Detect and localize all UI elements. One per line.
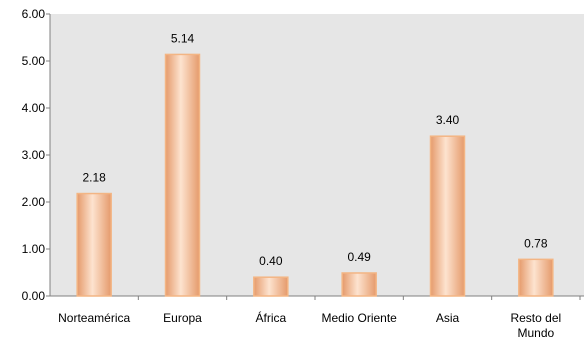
- y-tick-label: 4.00: [22, 101, 46, 115]
- data-label: 5.14: [171, 31, 195, 45]
- x-tick-label-line: Medio Oriente: [321, 311, 397, 325]
- y-tick-label: 3.00: [22, 148, 46, 162]
- x-tick-label-line: Europa: [163, 311, 202, 325]
- bar: [166, 54, 200, 296]
- y-tick-label: 6.00: [22, 7, 46, 21]
- bar: [254, 277, 288, 296]
- data-label: 2.18: [82, 171, 106, 185]
- x-tick-label: Europa: [163, 311, 202, 325]
- x-tick-label-line: África: [255, 310, 286, 325]
- y-tick-label: 0.00: [22, 289, 46, 303]
- category-labels: Norteamérica Europa África Medio Oriente Asi…: [58, 310, 561, 340]
- bar: [519, 259, 553, 296]
- bar: [342, 273, 376, 296]
- data-label: 0.49: [347, 250, 371, 264]
- y-axis: 0.00 1.00 2.00 3.00 4.00 5.00 6.00: [22, 7, 50, 303]
- data-label: 0.40: [259, 254, 283, 268]
- x-axis: [50, 296, 584, 300]
- x-tick-label-line: Asia: [436, 311, 460, 325]
- x-tick-label: Norteamérica: [58, 311, 130, 325]
- x-tick-label: Asia: [436, 311, 460, 325]
- y-tick-label: 1.00: [22, 242, 46, 256]
- y-tick-label: 5.00: [22, 54, 46, 68]
- data-label: 3.40: [436, 113, 460, 127]
- x-tick-label-line: Norteamérica: [58, 311, 130, 325]
- bar: [431, 136, 465, 296]
- x-tick-label: Resto del Mundo: [510, 311, 561, 340]
- x-tick-label-line: Resto del: [510, 311, 561, 325]
- x-tick-label: Medio Oriente: [321, 311, 397, 325]
- data-label: 0.78: [524, 236, 548, 250]
- x-tick-label: África: [255, 310, 286, 325]
- plot-area: [50, 14, 584, 296]
- bar: [77, 194, 111, 296]
- y-tick-label: 2.00: [22, 195, 46, 209]
- x-tick-label-line: Mundo: [517, 326, 554, 340]
